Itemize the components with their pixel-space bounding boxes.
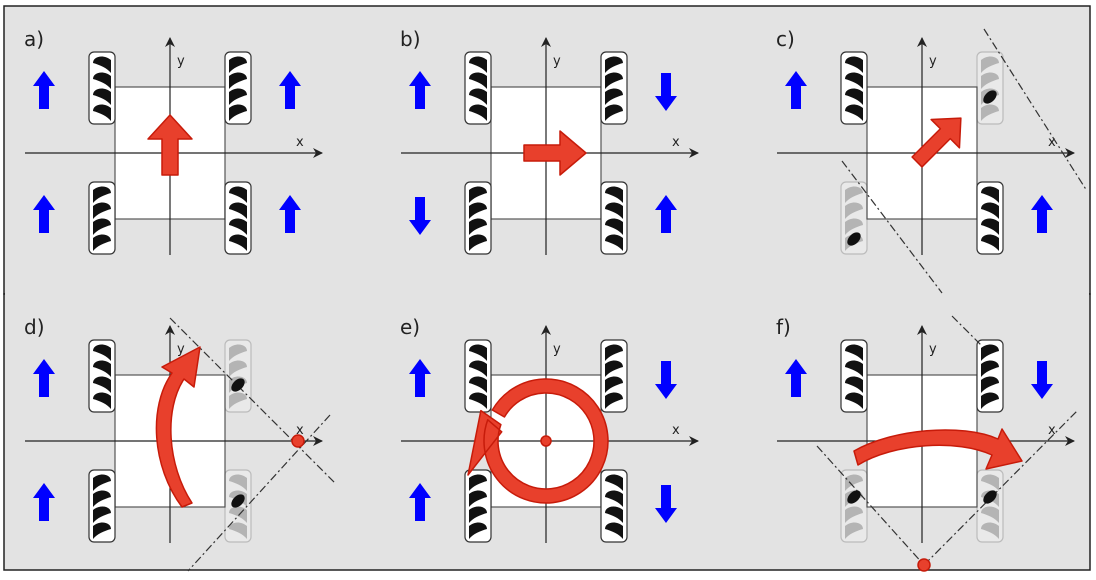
x-axis-label: x [296, 135, 304, 150]
panel-label: e) [400, 315, 420, 339]
ghost-wheel [225, 340, 251, 412]
y-axis-label: y [553, 342, 561, 357]
mecanum-wheel [225, 182, 251, 254]
mecanum-wheel [977, 340, 1003, 412]
panel-label: d) [24, 315, 45, 339]
x-axis-label: x [672, 423, 680, 438]
ghost-wheel [977, 470, 1003, 542]
mecanum-wheel [225, 52, 251, 124]
y-axis-label: y [929, 342, 937, 357]
mecanum-wheel [977, 182, 1003, 254]
panel-label: c) [776, 27, 795, 51]
pivot-point [292, 435, 304, 447]
x-axis-label: x [1048, 135, 1056, 150]
mecanum-wheel [465, 182, 491, 254]
y-axis-label: y [177, 54, 185, 69]
mecanum-wheel [89, 52, 115, 124]
panel-label: b) [400, 27, 421, 51]
mecanum-wheel [601, 52, 627, 124]
mecanum-wheel [601, 182, 627, 254]
mecanum-wheel [465, 340, 491, 412]
mecanum-wheel [89, 340, 115, 412]
panel-label: a) [24, 27, 44, 51]
mecanum-wheel [465, 470, 491, 542]
pivot-point [918, 559, 930, 571]
panel-label: f) [776, 315, 791, 339]
mecanum-wheel [465, 52, 491, 124]
x-axis-label: x [672, 135, 680, 150]
mecanum-wheel [89, 470, 115, 542]
mecanum-wheel [89, 182, 115, 254]
y-axis-label: y [929, 54, 937, 69]
ghost-wheel [841, 470, 867, 542]
mecanum-wheel [841, 340, 867, 412]
ghost-wheel [977, 52, 1003, 124]
rotation-center [541, 436, 551, 446]
mecanum-wheel [601, 340, 627, 412]
mecanum-wheel [841, 52, 867, 124]
mecanum-wheel [601, 470, 627, 542]
y-axis-label: y [553, 54, 561, 69]
